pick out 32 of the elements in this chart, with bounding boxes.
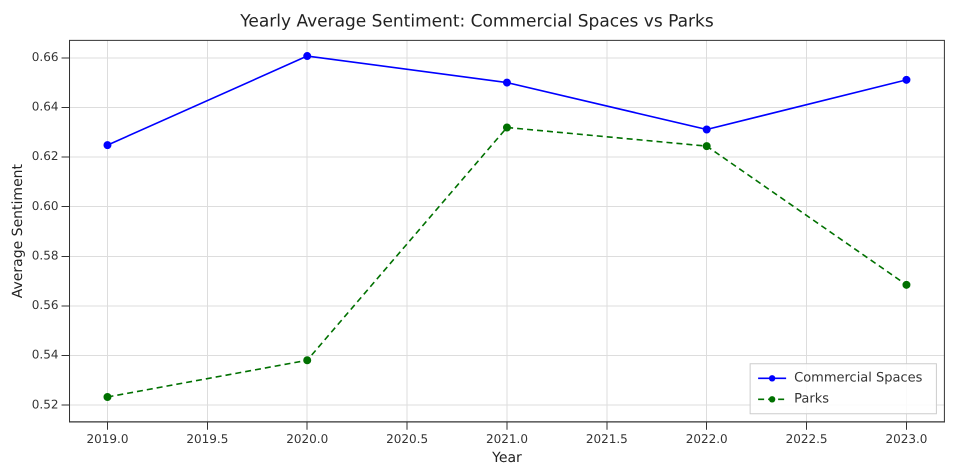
y-tick-label: 0.66 bbox=[32, 50, 59, 64]
x-tick-label: 2020.5 bbox=[386, 432, 428, 446]
x-tick-label: 2021.5 bbox=[586, 432, 628, 446]
legend-label: Parks bbox=[794, 392, 830, 407]
y-tick-label: 0.54 bbox=[32, 348, 59, 362]
point bbox=[303, 356, 312, 364]
y-tick-label: 0.52 bbox=[32, 397, 59, 412]
y-tick-label: 0.62 bbox=[32, 149, 59, 164]
x-axis-title: Year bbox=[491, 450, 522, 466]
point bbox=[702, 125, 711, 134]
y-tick-label: 0.64 bbox=[32, 100, 59, 114]
x-tick-label: 2020.0 bbox=[286, 432, 328, 446]
y-tick-label: 0.56 bbox=[32, 298, 59, 312]
y-tick-label: 0.58 bbox=[32, 248, 59, 262]
legend-label: Commercial Spaces bbox=[794, 370, 923, 386]
point bbox=[303, 52, 312, 60]
point bbox=[502, 78, 511, 87]
point bbox=[103, 141, 112, 150]
y-tick-label: 0.60 bbox=[32, 198, 59, 213]
chart-title: Yearly Average Sentiment: Commercial Spaces vs Parks bbox=[239, 12, 714, 32]
x-tick-label: 2019.0 bbox=[86, 432, 128, 446]
point bbox=[103, 392, 112, 401]
x-tick-label: 2019.5 bbox=[186, 432, 228, 446]
point bbox=[502, 124, 511, 132]
y-axis-title: Average Sentiment bbox=[10, 163, 26, 298]
x-tick-label: 2022.0 bbox=[686, 432, 728, 446]
x-tick-label: 2021.0 bbox=[486, 432, 528, 446]
point bbox=[902, 76, 910, 84]
x-tick-label: 2023.0 bbox=[885, 432, 928, 446]
point bbox=[902, 280, 910, 289]
point bbox=[702, 142, 711, 150]
x-tick-label: 2022.5 bbox=[786, 432, 828, 446]
